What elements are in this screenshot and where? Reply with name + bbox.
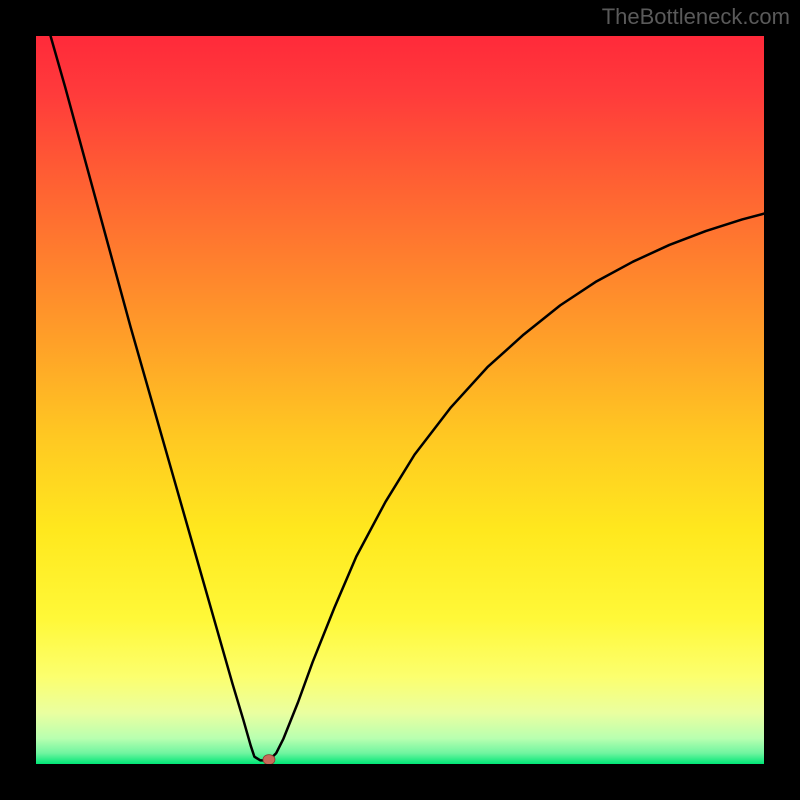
gradient-background xyxy=(36,36,764,764)
bottleneck-chart xyxy=(36,36,764,764)
chart-container: { "watermark": { "text": "TheBottleneck.… xyxy=(0,0,800,800)
watermark-text: TheBottleneck.com xyxy=(602,4,790,30)
plot-area xyxy=(36,36,764,764)
optimal-point-marker xyxy=(263,755,275,764)
